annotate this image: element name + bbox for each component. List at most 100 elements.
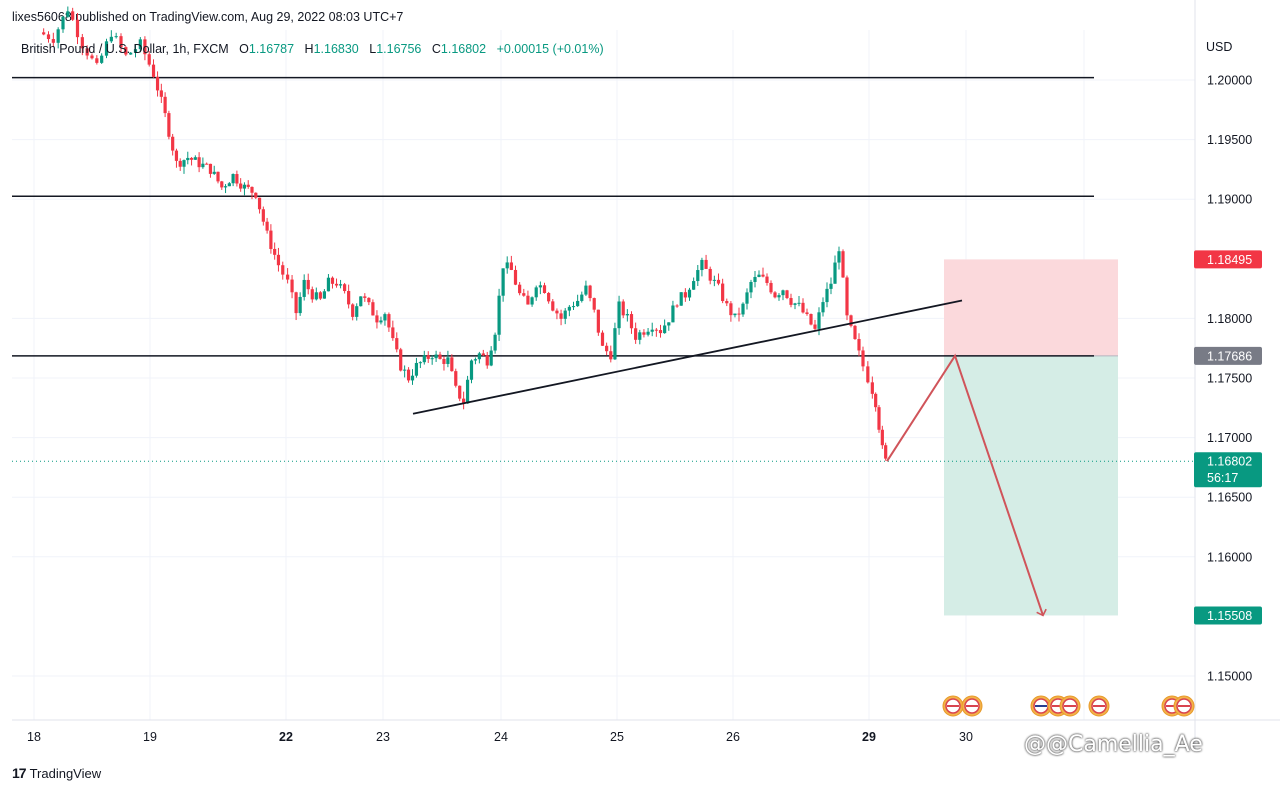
candle-body bbox=[551, 301, 555, 311]
candle bbox=[306, 273, 310, 295]
time-tick-label: 30 bbox=[959, 730, 973, 744]
candle-body bbox=[805, 312, 809, 315]
candle-body bbox=[849, 315, 853, 326]
candle bbox=[584, 280, 588, 297]
candle bbox=[302, 274, 306, 301]
symbol-label[interactable]: British Pound / U.S. Dollar, 1h, FXCM bbox=[21, 42, 229, 56]
candle-body bbox=[761, 274, 765, 277]
us-flag-icon[interactable] bbox=[942, 695, 964, 717]
candle bbox=[318, 291, 322, 301]
candle-body bbox=[171, 136, 175, 151]
candle-body bbox=[853, 325, 857, 340]
candle bbox=[625, 309, 629, 322]
time-tick-label: 23 bbox=[376, 730, 390, 744]
candle-body bbox=[257, 197, 262, 210]
price-axis[interactable]: USD 1.20000 1.19500 1.19000 1.18000 1.17500 1.… bbox=[1194, 40, 1262, 684]
price-tag[interactable] bbox=[1194, 250, 1262, 269]
time-tick-label: 25 bbox=[610, 730, 624, 744]
candle-body bbox=[343, 284, 347, 292]
projection-arrow[interactable] bbox=[886, 353, 1047, 617]
candle bbox=[290, 275, 294, 299]
candle bbox=[555, 308, 559, 320]
candle bbox=[367, 297, 371, 306]
candle-body bbox=[757, 274, 761, 277]
horizontal-levels[interactable] bbox=[12, 76, 1195, 462]
us-flag-icon[interactable] bbox=[1059, 695, 1081, 717]
candle-body bbox=[634, 328, 638, 340]
candle bbox=[469, 359, 474, 384]
candle-body bbox=[434, 354, 438, 359]
uk-flag-icon[interactable] bbox=[1030, 695, 1052, 717]
candle-body bbox=[700, 259, 704, 271]
candle-body bbox=[220, 181, 224, 188]
candle bbox=[538, 281, 542, 295]
candle-body bbox=[246, 184, 250, 187]
candle bbox=[347, 284, 351, 309]
candle-body bbox=[534, 287, 538, 298]
candle-body bbox=[650, 329, 654, 332]
candle-body bbox=[310, 289, 314, 300]
price-tag[interactable] bbox=[1194, 606, 1262, 625]
candle-body bbox=[845, 277, 849, 316]
candle bbox=[314, 287, 318, 301]
candle-body bbox=[326, 277, 331, 292]
candle bbox=[683, 288, 687, 302]
stop-loss-zone[interactable] bbox=[944, 259, 1118, 356]
us-flag-icon[interactable] bbox=[1173, 695, 1195, 717]
time-tick-label: 29 bbox=[862, 730, 876, 744]
candle bbox=[414, 357, 419, 378]
candle bbox=[617, 295, 621, 335]
candle bbox=[276, 247, 281, 272]
candle-body bbox=[314, 292, 318, 300]
candle-body bbox=[737, 313, 741, 315]
candle-body bbox=[518, 284, 522, 294]
tradingview-logo[interactable]: 17 TradingView bbox=[12, 765, 101, 781]
candle-body bbox=[239, 183, 243, 189]
candle-body bbox=[227, 183, 231, 187]
candle bbox=[281, 261, 285, 280]
candle bbox=[769, 280, 773, 295]
take-profit-zone[interactable] bbox=[944, 355, 1118, 616]
candle-body bbox=[205, 163, 209, 165]
candle bbox=[592, 297, 596, 313]
time-axis[interactable]: 18 19 22 23 24 25 26 29 30 bbox=[27, 730, 973, 744]
candle bbox=[621, 299, 625, 319]
candle-body bbox=[216, 171, 220, 182]
tradingview-logo-icon: 17 bbox=[12, 765, 27, 781]
candle bbox=[671, 300, 675, 323]
candle bbox=[205, 162, 209, 165]
candle bbox=[773, 291, 777, 299]
candle bbox=[613, 322, 617, 360]
candle bbox=[837, 246, 841, 270]
candle bbox=[359, 296, 363, 307]
candle-body bbox=[322, 291, 326, 299]
current-price-tag[interactable] bbox=[1194, 452, 1262, 488]
candle-body bbox=[777, 295, 781, 298]
candle-body bbox=[66, 11, 70, 17]
price-tag-label: 1.18495 bbox=[1207, 253, 1252, 267]
position-zones[interactable] bbox=[944, 259, 1118, 616]
candle bbox=[71, 7, 75, 22]
candle bbox=[797, 296, 801, 307]
trendline[interactable] bbox=[412, 299, 963, 415]
candle bbox=[509, 255, 513, 271]
candle bbox=[56, 27, 60, 49]
price-tag[interactable] bbox=[1194, 346, 1262, 365]
candle-body bbox=[438, 354, 442, 359]
us-flag-icon[interactable] bbox=[1088, 695, 1110, 717]
economic-events[interactable] bbox=[942, 695, 1195, 717]
candle-body bbox=[567, 306, 571, 311]
candle bbox=[133, 44, 138, 58]
drawings[interactable] bbox=[412, 299, 1047, 617]
candle-body bbox=[147, 54, 151, 65]
candle-body bbox=[596, 309, 600, 333]
candle-body bbox=[580, 294, 584, 301]
candle bbox=[600, 330, 605, 346]
candle bbox=[781, 289, 785, 301]
candle bbox=[813, 319, 817, 331]
candle-body bbox=[793, 303, 797, 305]
candle-body bbox=[501, 268, 505, 296]
candle bbox=[708, 266, 712, 285]
us-flag-icon[interactable] bbox=[961, 695, 983, 717]
